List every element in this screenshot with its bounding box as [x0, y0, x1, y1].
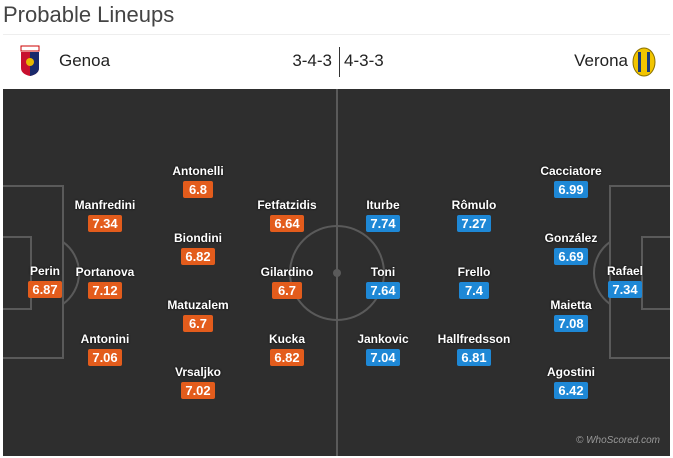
player-romulo[interactable]: Rômulo 7.27	[451, 198, 497, 232]
rating-badge: 7.27	[457, 215, 491, 232]
player-gilardino[interactable]: Gilardino 6.7	[260, 265, 314, 299]
player-maietta[interactable]: Maietta 7.08	[550, 298, 592, 332]
rating-badge: 7.4	[459, 282, 489, 299]
rating-badge: 6.87	[28, 281, 62, 298]
rating-badge: 7.04	[366, 349, 400, 366]
rating-badge: 6.7	[183, 315, 213, 332]
rating-badge: 6.7	[272, 282, 302, 299]
player-fetfatzidis[interactable]: Fetfatzidis 6.64	[257, 198, 317, 232]
verona-crest-icon	[632, 47, 656, 77]
rating-badge: 7.34	[88, 215, 122, 232]
player-antonini[interactable]: Antonini 7.06	[80, 332, 130, 366]
rating-badge: 6.8	[183, 181, 213, 198]
player-portanova[interactable]: Portanova 7.12	[75, 265, 135, 299]
player-biondini[interactable]: Biondini 6.82	[174, 231, 222, 265]
rating-badge: 6.82	[181, 248, 215, 265]
home-team-name[interactable]: Genoa	[59, 51, 111, 70]
player-vrsaljko[interactable]: Vrsaljko 7.02	[174, 365, 222, 399]
watermark: © WhoScored.com	[575, 435, 660, 446]
player-perin[interactable]: Perin 6.87	[28, 264, 62, 298]
rating-badge: 6.81	[457, 349, 491, 366]
player-kucka[interactable]: Kucka 6.82	[268, 332, 306, 366]
formation-divider	[339, 47, 340, 77]
away-team-name[interactable]: Verona	[574, 51, 628, 70]
rating-badge: 7.34	[608, 281, 642, 298]
player-matuzalem[interactable]: Matuzalem 6.7	[167, 298, 229, 332]
rating-badge: 6.64	[270, 215, 304, 232]
rating-badge: 6.42	[554, 382, 588, 399]
player-agostini[interactable]: Agostini 6.42	[547, 365, 595, 399]
rating-badge: 6.99	[554, 181, 588, 198]
player-hallfredsson[interactable]: Hallfredsson 6.81	[437, 332, 511, 366]
player-iturbe[interactable]: Iturbe 7.74	[366, 198, 400, 232]
player-antonelli[interactable]: Antonelli 6.8	[172, 164, 224, 198]
rating-badge: 7.06	[88, 349, 122, 366]
page-title: Probable Lineups	[3, 2, 175, 27]
home-formation: 3-4-3	[292, 51, 332, 70]
rating-badge: 6.82	[270, 349, 304, 366]
player-toni[interactable]: Toni 7.64	[333, 265, 433, 300]
rating-badge: 6.69	[554, 248, 588, 265]
genoa-crest-icon	[20, 45, 40, 76]
away-formation: 4-3-3	[344, 51, 384, 70]
match-header: Genoa 3-4-3 4-3-3 Verona	[3, 34, 670, 89]
rating-badge: 7.64	[366, 282, 400, 299]
player-cacciatore[interactable]: Cacciatore 6.99	[540, 164, 602, 198]
rating-badge: 7.08	[554, 315, 588, 332]
pitch: Perin 6.87 Manfredini 7.34 Portanova 7.12 A…	[3, 89, 670, 456]
player-jankovic[interactable]: Jankovic 7.04	[357, 332, 409, 366]
player-rafael[interactable]: Rafael 7.34	[606, 264, 644, 298]
player-gonzalez[interactable]: González 6.69	[544, 231, 598, 265]
player-manfredini[interactable]: Manfredini 7.34	[74, 198, 136, 232]
rating-badge: 7.74	[366, 215, 400, 232]
rating-badge: 7.12	[88, 282, 122, 299]
pitch-markings	[3, 89, 670, 456]
rating-badge: 7.02	[181, 382, 215, 399]
player-frello[interactable]: Frello 7.4	[457, 265, 491, 299]
